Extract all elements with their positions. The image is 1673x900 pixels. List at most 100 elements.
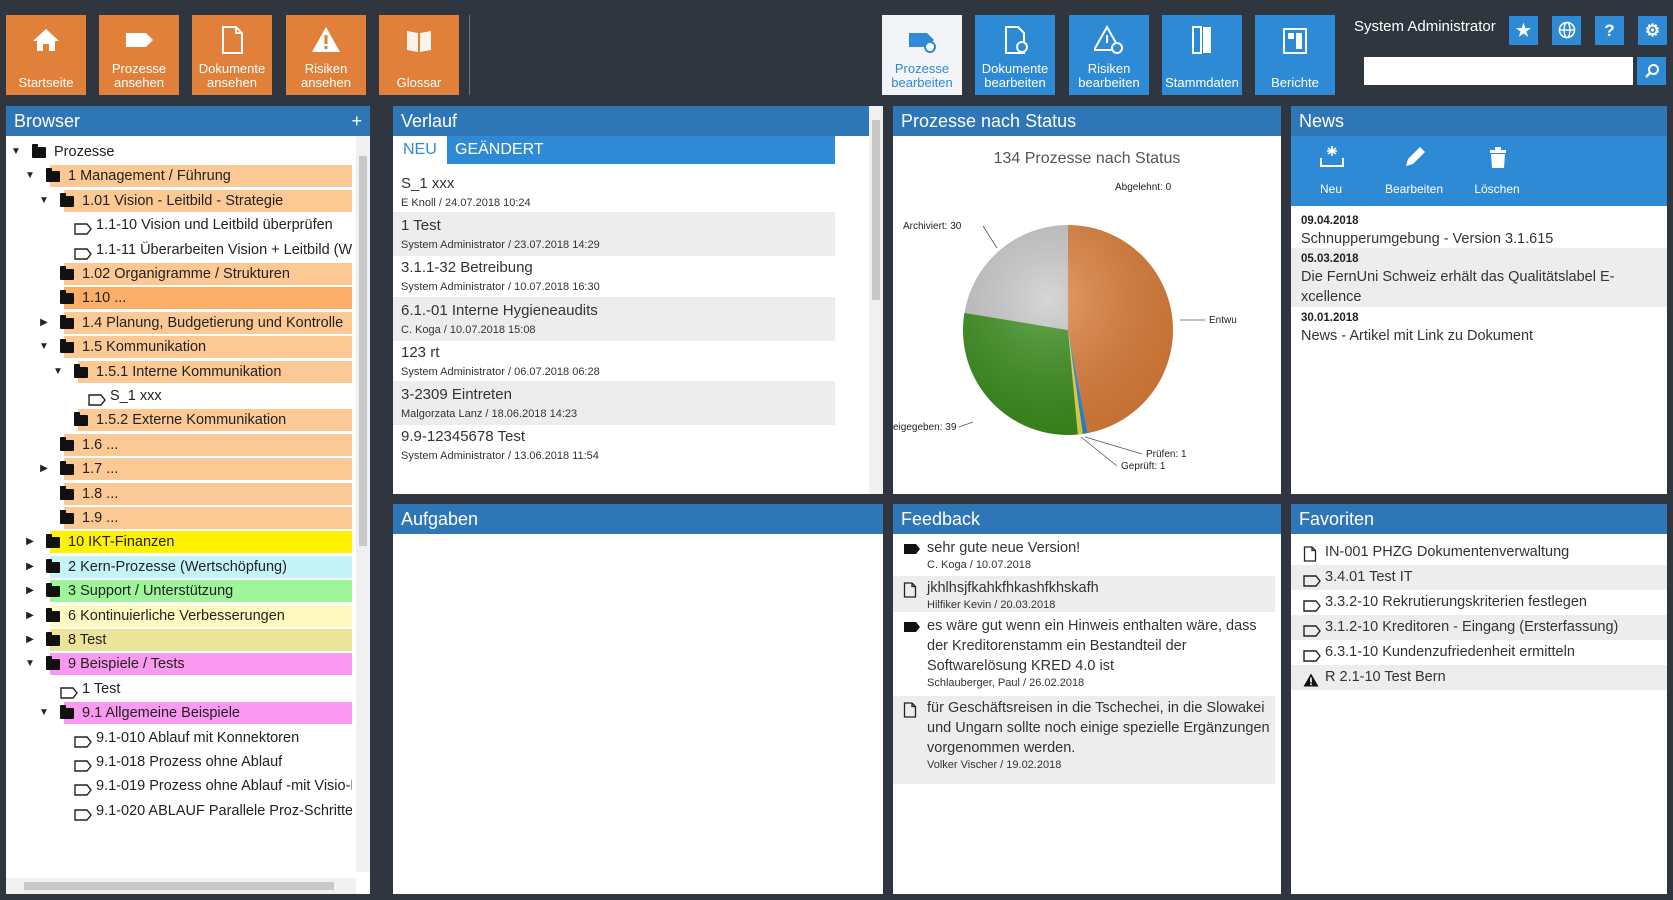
verlauf-item[interactable]: 123 rt System Administrator / 06.07.2018 …	[393, 339, 835, 383]
tree-process-row[interactable]: 1.1-11 Überarbeiten Vision + Leitbild (W…	[6, 238, 352, 262]
expand-closed-icon[interactable]: ▶	[40, 463, 48, 475]
favorite-item[interactable]: R 2.1-10 Test Bern	[1291, 665, 1667, 690]
tree-process-row[interactable]: 9.1-020 ABLAUF Parallele Proz-Schritte	[6, 799, 352, 823]
tree-folder-row[interactable]: ▶ 1.7 ...	[6, 457, 352, 481]
tab-neu[interactable]: NEU	[393, 136, 447, 164]
expand-closed-icon[interactable]: ▶	[26, 585, 34, 597]
news-new-button[interactable]: Neu	[1291, 136, 1371, 206]
tree-folder-row[interactable]: ▶ 10 IKT-Finanzen	[6, 530, 352, 554]
expand-open-icon[interactable]: ▼	[39, 707, 49, 719]
favoriten-header: Favoriten	[1291, 504, 1667, 534]
tree-folder-row[interactable]: ▶ 6 Kontinuierliche Verbesserungen	[6, 604, 352, 628]
expand-closed-icon[interactable]: ▶	[26, 560, 34, 572]
verlauf-item[interactable]: 1 Test System Administrator / 23.07.2018 …	[393, 212, 835, 257]
expand-closed-icon[interactable]: ▶	[40, 316, 48, 328]
browser-vertical-scrollbar[interactable]	[356, 136, 370, 872]
news-item[interactable]: 30.01.2018 News - Artikel mit Link zu Dok…	[1291, 307, 1667, 347]
pencil-icon	[1406, 147, 1425, 166]
folder-color-band	[64, 482, 352, 505]
folder-icon	[46, 558, 60, 573]
favorite-star-button[interactable]: ★	[1509, 16, 1538, 45]
verlauf-item[interactable]: 9.9-12345678 Test System Administrator / …	[393, 423, 835, 467]
news-item[interactable]: 09.04.2018 Schnupperumgebung - Version 3.…	[1291, 210, 1667, 248]
tree-folder-row[interactable]: 1.8 ...	[6, 482, 352, 506]
tree-folder-row[interactable]: ▼ 9.1 Allgemeine Beispiele	[6, 701, 352, 725]
tree-folder-row[interactable]: ▶ 2 Kern-Prozesse (Wertschöpfung)	[6, 555, 352, 579]
prozesse-bearbeiten-button[interactable]: Prozesse bearbeiten	[882, 15, 962, 95]
favorite-item[interactable]: IN-001 PHZG Dokumentenverwaltung	[1291, 540, 1667, 565]
verlauf-item[interactable]: S_1 xxx E Knoll / 24.07.2018 10:24	[393, 170, 835, 214]
search-button[interactable]	[1637, 57, 1666, 85]
help-button[interactable]: ?	[1595, 16, 1624, 45]
expand-open-icon[interactable]: ▼	[53, 365, 63, 377]
feedback-item[interactable]: sehr gute neue Version! C. Koga / 10.07.2…	[893, 536, 1275, 574]
scrollbar-thumb[interactable]	[359, 156, 367, 546]
tree-folder-row[interactable]: ▶ 8 Test	[6, 628, 352, 652]
tree-folder-row[interactable]: ▼ 1.01 Vision - Leitbild - Strategie	[6, 189, 352, 213]
news-delete-button[interactable]: Löschen	[1457, 136, 1537, 206]
verlauf-item[interactable]: 6.1.-01 Interne Hygieneaudits C. Koga / 1…	[393, 296, 835, 341]
expand-closed-icon[interactable]: ▶	[26, 609, 34, 621]
tree-process-row[interactable]: 9.1-018 Prozess ohne Ablauf	[6, 750, 352, 774]
prozesse-ansehen-button[interactable]: Prozesse ansehen	[99, 15, 179, 95]
tree-folder-row[interactable]: ▼ 1 Management / Führung	[6, 164, 352, 188]
favorite-item[interactable]: 6.3.1-10 Kundenzufriedenheit ermitteln	[1291, 640, 1667, 665]
search-input[interactable]	[1364, 57, 1633, 85]
tree-folder-row[interactable]: ▶ 3 Support / Unterstützung	[6, 579, 352, 603]
favorite-item[interactable]: 3.4.01 Test IT	[1291, 565, 1667, 590]
user-name[interactable]: System Administrator	[1354, 18, 1496, 35]
settings-button[interactable]: ⚙	[1638, 16, 1667, 45]
tree-folder-row[interactable]: 1.10 ...	[6, 286, 352, 310]
feedback-item[interactable]: für Geschäftsreisen in die Tschechei, in…	[893, 696, 1275, 784]
browser-horizontal-scrollbar[interactable]	[6, 878, 356, 894]
language-button[interactable]	[1552, 16, 1581, 45]
stammdaten-button[interactable]: Stammdaten	[1162, 15, 1242, 95]
risiken-bearbeiten-button[interactable]: Risiken bearbeiten	[1069, 15, 1149, 95]
favorite-item[interactable]: 3.1.2-10 Kreditoren - Eingang (Ersterfas…	[1291, 615, 1667, 640]
feedback-item[interactable]: es wäre gut wenn ein Hinweis enthalten w…	[893, 614, 1275, 694]
scrollbar-thumb[interactable]	[24, 882, 334, 890]
favorite-item[interactable]: 3.3.2-10 Rekrutierungskriterien festlege…	[1291, 590, 1667, 615]
dokumente-bearbeiten-button[interactable]: Dokumente bearbeiten	[975, 15, 1055, 95]
tree-process-row[interactable]: 9.1-010 Ablauf mit Konnektoren	[6, 726, 352, 750]
expand-open-icon[interactable]: ▼	[39, 341, 49, 353]
tab-geaendert[interactable]: GEÄNDERT	[455, 141, 544, 158]
folder-icon	[46, 168, 60, 183]
tree-process-row[interactable]: S_1 xxx	[6, 384, 352, 408]
tree-folder-row[interactable]: 1.6 ...	[6, 433, 352, 457]
expand-closed-icon[interactable]: ▶	[26, 634, 34, 645]
feedback-item[interactable]: jkhlhsjfkahkfhkashfkhskafh Hilfiker Kevin…	[893, 576, 1275, 612]
news-new-label: Neu	[1319, 182, 1342, 196]
expand-closed-icon[interactable]: ▶	[26, 536, 34, 548]
expand-open-icon[interactable]: ▼	[39, 194, 49, 206]
glossar-button[interactable]: Glossar	[379, 15, 459, 95]
verlauf-item[interactable]: 3-2309 Eintreten Malgorzata Lanz / 18.06.…	[393, 381, 835, 425]
risiken-ansehen-button[interactable]: Risiken ansehen	[286, 15, 366, 95]
tree-folder-row[interactable]: ▼ Prozesse	[6, 140, 352, 164]
tree-process-row[interactable]: 9.1-019 Prozess ohne Ablauf -mit Visio-P…	[6, 774, 352, 798]
tree-folder-row[interactable]: 1.02 Organigramme / Strukturen	[6, 262, 352, 286]
berichte-button[interactable]: Berichte	[1255, 15, 1335, 95]
folder-icon	[60, 436, 74, 451]
verlauf-scrollbar[interactable]	[869, 106, 883, 494]
scrollbar-thumb[interactable]	[872, 120, 880, 300]
browser-add-button[interactable]: +	[351, 111, 362, 131]
tree-folder-row[interactable]: 1.9 ...	[6, 506, 352, 530]
expand-open-icon[interactable]: ▼	[11, 146, 21, 157]
tree-process-row[interactable]: 1 Test	[6, 677, 352, 701]
news-edit-button[interactable]: Bearbeiten	[1374, 136, 1454, 206]
tree-folder-row[interactable]: 1.5.2 Externe Kommunikation	[6, 408, 352, 432]
tree-folder-row[interactable]: ▼ 1.5 Kommunikation	[6, 335, 352, 359]
tree-folder-row[interactable]: ▼ 9 Beispiele / Tests	[6, 652, 352, 676]
new-icon	[1320, 146, 1344, 167]
news-item[interactable]: 05.03.2018 Die FernUni Schweiz erhält das…	[1291, 248, 1667, 307]
tree-folder-row[interactable]: ▼ 1.5.1 Interne Kommunikation	[6, 360, 352, 384]
dokumente-ansehen-button[interactable]: Dokumente ansehen	[192, 15, 272, 95]
tree-process-row[interactable]: 1.1-10 Vision und Leitbild überprüfen	[6, 213, 352, 237]
expand-open-icon[interactable]: ▼	[25, 658, 35, 670]
expand-open-icon[interactable]: ▼	[25, 170, 35, 182]
verlauf-item[interactable]: 3.1.1-32 Betreibung System Administrator …	[393, 254, 835, 298]
startseite-button[interactable]: Startseite	[6, 15, 86, 95]
tree-folder-row[interactable]: ▶ 1.4 Planung, Budgetierung und Kontrolle	[6, 311, 352, 335]
pie-leader-line	[1080, 436, 1118, 467]
